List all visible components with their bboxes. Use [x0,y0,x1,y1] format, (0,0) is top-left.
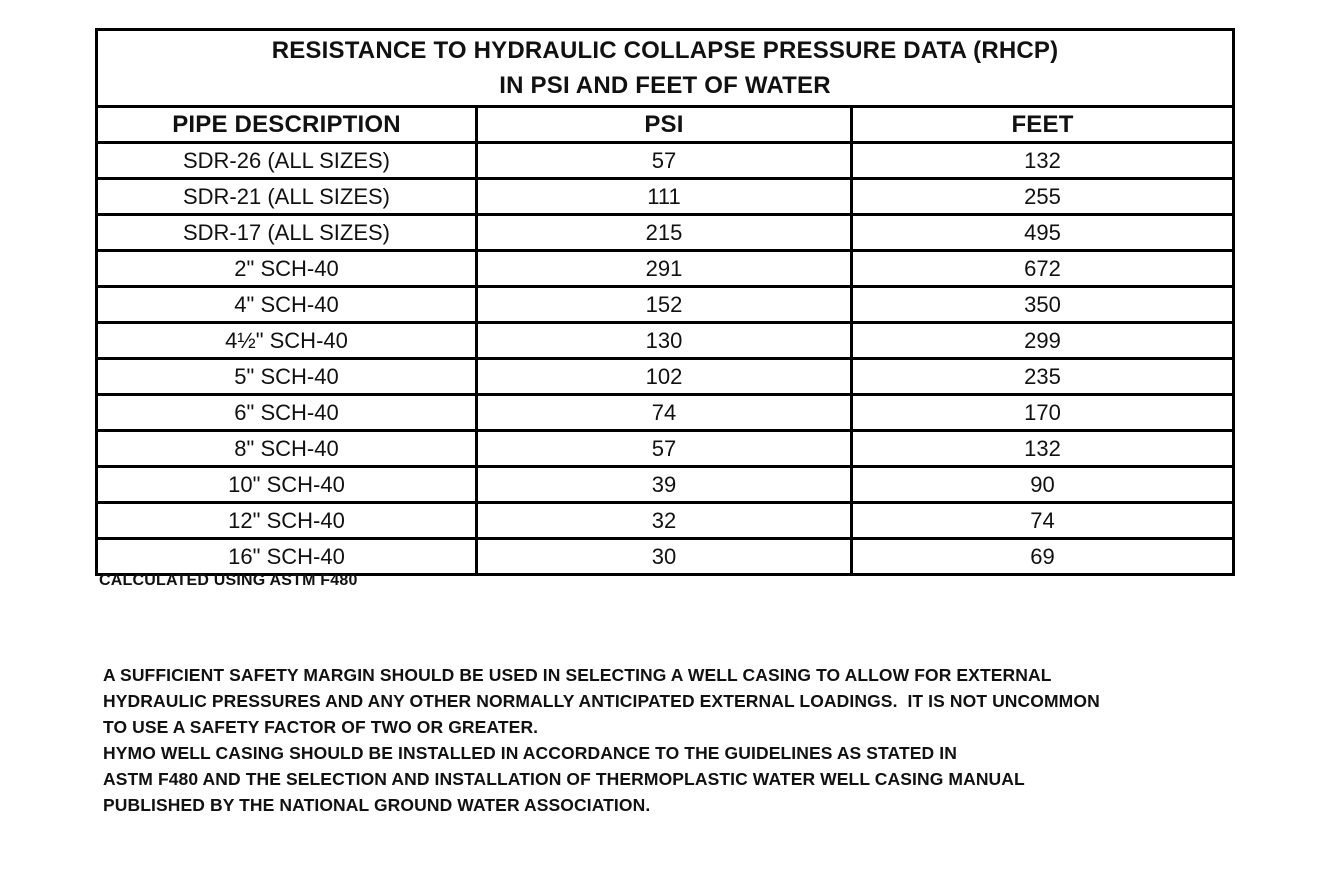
note-line: A SUFFICIENT SAFETY MARGIN SHOULD BE USE… [103,665,1052,685]
psi-cell: 152 [475,285,853,324]
table-row: SDR-17 (ALL SIZES) 215 495 [95,213,1236,252]
table-body: SDR-26 (ALL SIZES) 57 132 SDR-21 (ALL SIZES… [95,141,1236,576]
table-row: 6" SCH-40 74 170 [95,393,1236,432]
pipe-description-cell: SDR-17 (ALL SIZES) [95,213,478,252]
table-title-cell: RESISTANCE TO HYDRAULIC COLLAPSE PRESSUR… [94,28,1236,108]
psi-cell: 130 [475,321,853,360]
feet-cell: 350 [849,285,1236,324]
feet-cell: 69 [849,537,1236,576]
column-header-psi: PSI [475,105,853,144]
feet-cell: 235 [849,357,1236,396]
psi-cell: 57 [475,141,853,180]
feet-cell: 255 [849,177,1236,216]
psi-cell: 74 [475,393,853,432]
column-header-pipe-description: PIPE DESCRIPTION [95,105,478,144]
note-line: TO USE A SAFETY FACTOR OF TWO OR GREATER… [103,717,539,737]
table-title-line-2: IN PSI AND FEET OF WATER [499,72,831,99]
pipe-description-cell: 4" SCH-40 [95,285,478,324]
psi-cell: 215 [475,213,853,252]
pipe-description-cell: 12" SCH-40 [95,501,478,540]
table-title-line-1: RESISTANCE TO HYDRAULIC COLLAPSE PRESSUR… [271,37,1059,64]
table-row: 12" SCH-40 32 74 [95,501,1236,540]
table-row: 5" SCH-40 102 235 [95,357,1236,396]
feet-cell: 132 [849,141,1236,180]
rhcp-table: RESISTANCE TO HYDRAULIC COLLAPSE PRESSUR… [94,28,1236,576]
feet-cell: 299 [849,321,1236,360]
feet-cell: 672 [849,249,1236,288]
feet-cell: 495 [849,213,1236,252]
pipe-description-cell: 2" SCH-40 [95,249,478,288]
table-row: SDR-21 (ALL SIZES) 111 255 [95,177,1236,216]
notes-block: A SUFFICIENT SAFETY MARGIN SHOULD BE USE… [103,662,1283,818]
pipe-description-cell: 4½" SCH-40 [95,321,478,360]
pipe-description-cell: 5" SCH-40 [95,357,478,396]
pipe-description-cell: 10" SCH-40 [95,465,478,504]
pipe-description-cell: SDR-26 (ALL SIZES) [95,141,478,180]
feet-cell: 90 [849,465,1236,504]
psi-cell: 102 [475,357,853,396]
note-line: PUBLISHED BY THE NATIONAL GROUND WATER A… [103,795,651,815]
note-line: HYDRAULIC PRESSURES AND ANY OTHER NORMAL… [103,691,1100,711]
table-header-row: PIPE DESCRIPTION PSI FEET [95,105,1236,144]
psi-cell: 30 [475,537,853,576]
pipe-description-cell: SDR-21 (ALL SIZES) [95,177,478,216]
feet-cell: 132 [849,429,1236,468]
table-row: 10" SCH-40 39 90 [95,465,1236,504]
pipe-description-cell: 6" SCH-40 [95,393,478,432]
table-row: 8" SCH-40 57 132 [95,429,1236,468]
note-line: HYMO WELL CASING SHOULD BE INSTALLED IN … [103,743,957,763]
table-footnote: CALCULATED USING ASTM F480 [99,572,358,589]
table-row: SDR-26 (ALL SIZES) 57 132 [95,141,1236,180]
psi-cell: 291 [475,249,853,288]
psi-cell: 39 [475,465,853,504]
column-header-feet: FEET [849,105,1236,144]
psi-cell: 57 [475,429,853,468]
table-row: 16" SCH-40 30 69 [95,537,1236,576]
note-line: ASTM F480 AND THE SELECTION AND INSTALLA… [103,769,1025,789]
feet-cell: 74 [849,501,1236,540]
rhcp-table-section: RESISTANCE TO HYDRAULIC COLLAPSE PRESSUR… [94,28,1236,576]
table-title-row: RESISTANCE TO HYDRAULIC COLLAPSE PRESSUR… [94,28,1236,108]
pipe-description-cell: 16" SCH-40 [95,537,478,576]
table-row: 4" SCH-40 152 350 [95,285,1236,324]
table-row: 4½" SCH-40 130 299 [95,321,1236,360]
feet-cell: 170 [849,393,1236,432]
psi-cell: 111 [475,177,853,216]
table-row: 2" SCH-40 291 672 [95,249,1236,288]
pipe-description-cell: 8" SCH-40 [95,429,478,468]
psi-cell: 32 [475,501,853,540]
